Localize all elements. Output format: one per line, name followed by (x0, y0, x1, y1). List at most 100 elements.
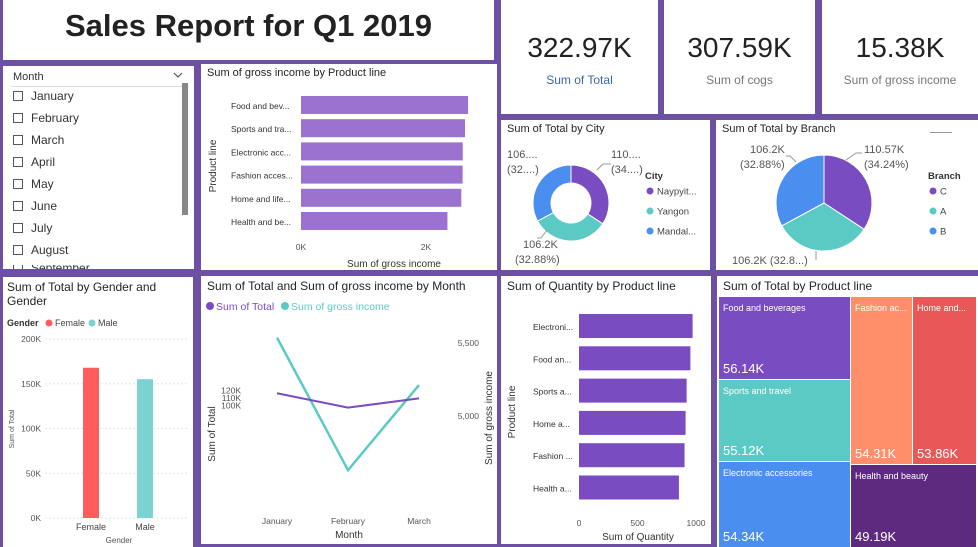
slicer-item-january[interactable]: January (13, 89, 74, 103)
slicer-item-september[interactable]: September (13, 265, 90, 269)
y-tick-label: 100K (221, 401, 241, 411)
x-tick-label: 500 (630, 518, 644, 528)
data-label: 106.2K (523, 239, 559, 251)
treemap-cell-value: 56.14K (723, 361, 765, 376)
legend-marker (206, 302, 214, 310)
slicer-item-february[interactable]: February (13, 111, 79, 125)
legend-title: City (645, 171, 664, 182)
slicer-item-label: April (31, 155, 56, 169)
legend-title: Gender (7, 318, 39, 328)
checkbox[interactable] (13, 223, 23, 233)
treemap-cell-label: Fashion ac... (855, 303, 907, 313)
slicer-item-label: September (31, 265, 90, 269)
total-gross-by-month-chart[interactable]: Sum of Total and Sum of gross income by … (201, 276, 497, 544)
data-label: (32.88%) (740, 159, 785, 171)
treemap-cell-label: Health and beauty (855, 471, 929, 481)
treemap-cell[interactable]: Home and... 53.86K (913, 297, 976, 464)
bar (579, 314, 693, 338)
bar (579, 475, 679, 500)
x-tick-label: 0 (577, 518, 582, 528)
data-label: (34.24%) (864, 159, 909, 171)
y-tick-label: Health a... (533, 484, 572, 494)
slicer-item-april[interactable]: April (13, 155, 55, 169)
chevron-down-icon[interactable] (173, 71, 183, 79)
slicer-item-march[interactable]: March (13, 133, 64, 147)
checkbox[interactable] (13, 179, 23, 189)
y-axis-title: Sum of Total (207, 406, 218, 461)
x-tick-label: Female (76, 522, 106, 532)
checkbox[interactable] (13, 265, 23, 269)
y-tick-label: Sports and tra... (231, 124, 291, 134)
y-tick-label: 50K (26, 468, 41, 478)
month-slicer[interactable]: Month January February March April May June Ju… (3, 66, 194, 269)
data-label: (32....) (507, 164, 539, 176)
legend-title: Branch (928, 171, 961, 182)
checkbox[interactable] (13, 113, 23, 123)
treemap-cell-value: 54.31K (855, 446, 897, 461)
treemap-cell[interactable]: Electronic accessories 54.34K (719, 462, 850, 547)
slicer-item-may[interactable]: May (13, 177, 54, 191)
total-by-branch-chart[interactable]: Sum of Total by Branch 110.57K (34.24%) 10… (716, 120, 978, 270)
data-label: 110.... (611, 149, 641, 161)
total-by-gender-chart[interactable]: Sum of Total by Gender and Gender Gender… (3, 277, 193, 547)
checkbox[interactable] (13, 91, 23, 101)
checkbox[interactable] (13, 201, 23, 211)
y2-axis-title: Sum of gross income (484, 371, 495, 465)
gross-income-by-product-chart[interactable]: Sum of gross income by Product line Food… (201, 64, 497, 270)
focus-mode-icon[interactable] (930, 122, 952, 133)
bar (579, 346, 691, 371)
quantity-bar-svg: Electroni... Food an... Sports a... Home a.… (507, 314, 706, 543)
x-axis-title: Gender (106, 536, 133, 545)
slicer-scrollbar[interactable] (182, 83, 188, 215)
quantity-by-product-chart[interactable]: Sum of Quantity by Product line Electron… (501, 276, 711, 544)
y-tick-label: Food an... (533, 354, 571, 364)
checkbox[interactable] (13, 135, 23, 145)
treemap-cell[interactable]: Sports and travel 55.12K (719, 380, 850, 461)
legend-label: Female (55, 318, 85, 328)
y-tick-label: 200K (21, 334, 41, 344)
slicer-item-label: August (31, 243, 69, 257)
slicer-item-july[interactable]: July (13, 221, 52, 235)
treemap-cell[interactable]: Health and beauty 49.19K (851, 465, 976, 547)
slicer-item-june[interactable]: June (13, 199, 57, 213)
kpi-cogs-value: 307.59K (687, 32, 792, 63)
treemap-cell[interactable]: Fashion ac... 54.31K (851, 297, 912, 464)
y-tick-label: 120K (221, 386, 241, 396)
data-label: 106.2K (750, 144, 786, 156)
kpi-gross-label: Sum of gross income (843, 73, 957, 87)
kpi-card-total[interactable]: 322.97K Sum of Total (501, 0, 658, 114)
bar (579, 410, 686, 435)
legend-label: A (940, 207, 947, 218)
checkbox[interactable] (13, 157, 23, 167)
leader-line (596, 163, 611, 171)
treemap-cell-value: 55.12K (723, 443, 765, 458)
y-tick-label: Home and life... (231, 194, 291, 204)
y2-tick-label: 5,500 (458, 338, 480, 348)
bar (579, 378, 687, 403)
checkbox[interactable] (13, 245, 23, 255)
leader-line (537, 229, 548, 239)
total-by-city-chart[interactable]: Sum of Total by City 110.... (34....) 106.… (501, 120, 710, 270)
treemap-cell[interactable]: Food and beverages 56.14K (719, 297, 850, 379)
y-axis-title: Product line (208, 139, 219, 192)
data-label: 106.2K (32.8...) (732, 255, 808, 267)
treemap-cell-value: 53.86K (917, 446, 959, 461)
slicer-item-august[interactable]: August (13, 243, 68, 257)
data-label: (32.88%) (515, 254, 560, 266)
legend-marker (646, 207, 654, 215)
series-line-total (276, 392, 420, 409)
chart-title: Sum of Total by Product line (723, 279, 873, 293)
report-title: Sales Report for Q1 2019 (65, 8, 432, 43)
legend-label: Naypyit... (657, 187, 697, 198)
data-label: 110.57K (864, 144, 905, 156)
y-tick-label: Fashion ... (533, 451, 573, 461)
kpi-card-gross-income[interactable]: 15.38K Sum of gross income (822, 0, 978, 114)
chart-title: Sum of Total by Gender and Gender (7, 280, 157, 308)
bar (579, 443, 685, 468)
total-by-product-treemap[interactable]: Sum of Total by Product line Food and be… (717, 276, 978, 547)
leader-line (845, 152, 862, 161)
data-label: 106.... (507, 149, 538, 161)
kpi-card-cogs[interactable]: 307.59K Sum of cogs (664, 0, 815, 114)
x-tick-label: February (331, 516, 366, 526)
